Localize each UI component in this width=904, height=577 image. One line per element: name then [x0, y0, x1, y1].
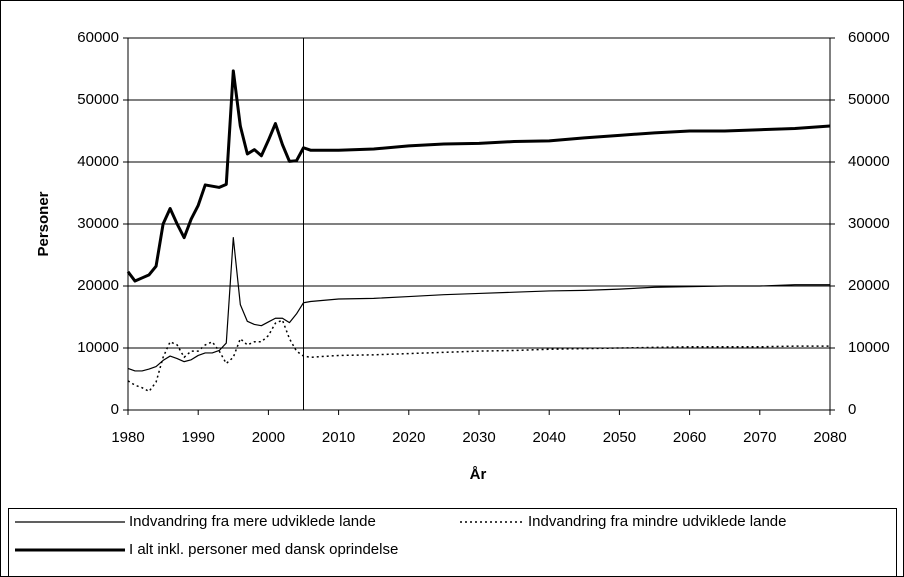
y2-tick-label: 20000 [848, 277, 890, 294]
x-tick-label: 2080 [813, 429, 846, 446]
x-tick-label: 2060 [673, 429, 706, 446]
y-tick-label: 50000 [77, 91, 119, 108]
x-tick-label: 2040 [533, 429, 566, 446]
y2-tick-label: 60000 [848, 29, 890, 46]
y2-tick-label: 30000 [848, 215, 890, 232]
y2-tick-label: 50000 [848, 91, 890, 108]
x-tick-label: 2070 [743, 429, 776, 446]
y-tick-label: 60000 [77, 29, 119, 46]
y2-tick-label: 0 [848, 401, 856, 418]
x-tick-label: 2000 [252, 429, 285, 446]
y-tick-label: 0 [111, 401, 119, 418]
y-tick-label: 20000 [77, 277, 119, 294]
legend-label: Indvandring fra mere udviklede lande [129, 513, 376, 530]
series-line [127, 237, 830, 372]
y2-tick-label: 10000 [848, 339, 890, 356]
x-tick-label: 1990 [182, 429, 215, 446]
x-axis-title: År [470, 466, 487, 483]
y-tick-label: 40000 [77, 153, 119, 170]
series-line [126, 69, 831, 283]
y-tick-label: 30000 [77, 215, 119, 232]
x-tick-label: 2010 [322, 429, 355, 446]
legend-label: Indvandring fra mindre udviklede lande [528, 513, 787, 530]
x-tick-label: 2030 [462, 429, 495, 446]
y-axis-title: Personer [35, 191, 52, 256]
x-tick-label: 2050 [603, 429, 636, 446]
legend-label: I alt inkl. personer med dansk oprindels… [129, 541, 398, 558]
y2-tick-label: 40000 [848, 153, 890, 170]
x-tick-label: 2020 [392, 429, 425, 446]
x-tick-label: 1980 [111, 429, 144, 446]
y-tick-label: 10000 [77, 339, 119, 356]
legend-box [8, 508, 897, 577]
